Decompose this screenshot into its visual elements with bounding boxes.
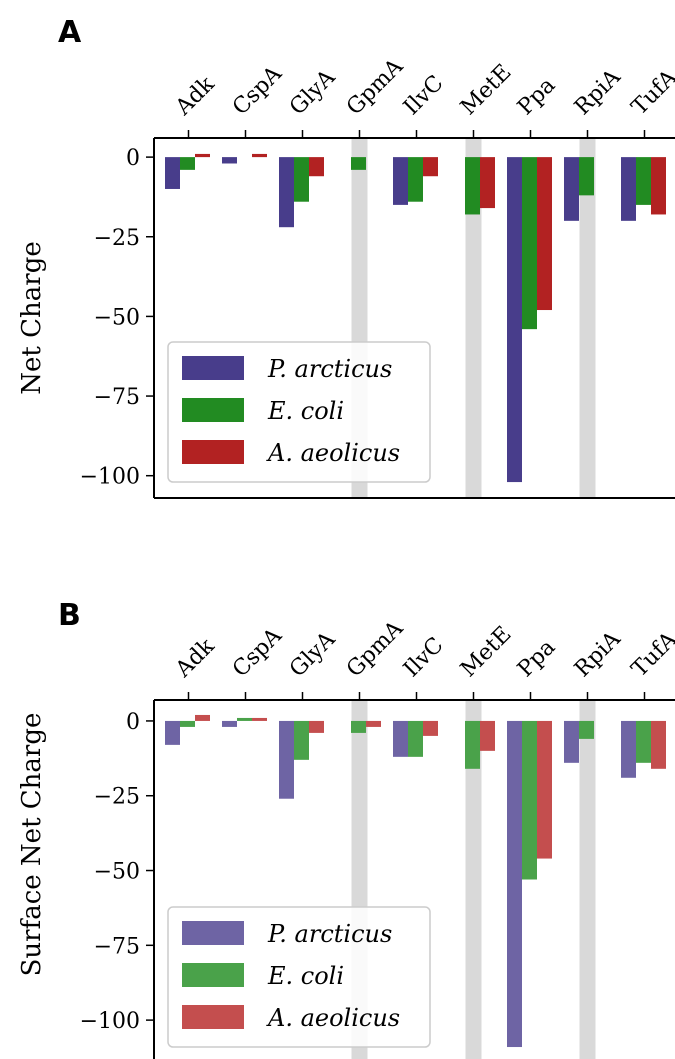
legend-swatch — [182, 440, 244, 464]
y-axis-title: Surface Net Charge — [17, 713, 47, 977]
category-label-ppa: Ppa — [513, 73, 560, 120]
panel-letter: A — [58, 15, 82, 50]
legend: P. arcticus E. coli A. aeolicus — [167, 906, 431, 1048]
panel-letter: B — [58, 598, 81, 633]
bar-ilvc-series-3 — [423, 157, 438, 177]
legend-label: E. coli — [267, 397, 344, 425]
bar-cspa-series-2 — [237, 717, 252, 721]
category-label-gpma: GpmA — [342, 53, 409, 120]
category-label-adk: Adk — [170, 71, 219, 120]
highlight-band-mete — [465, 138, 482, 498]
highlight-band-rpia — [579, 700, 596, 1059]
y-tick-label: −75 — [94, 934, 140, 959]
bar-ppa-series-1 — [507, 720, 522, 1048]
bar-tufa-series-2 — [636, 157, 651, 205]
bar-ppa-series-3 — [537, 720, 552, 859]
y-tick-label: 0 — [126, 146, 140, 171]
y-axis-title: Net Charge — [17, 241, 47, 394]
category-label-cspa: CspA — [228, 61, 288, 121]
category-label-rpia: RpiA — [570, 64, 626, 120]
category-label-ppa: Ppa — [513, 635, 560, 682]
bar-glya-series-1 — [279, 720, 294, 799]
bar-rpia-series-1 — [564, 720, 579, 763]
category-label-tufa: TufA — [627, 626, 675, 682]
legend-swatch — [182, 398, 244, 422]
legend-label: P. arcticus — [267, 920, 392, 948]
bar-ppa-series-3 — [537, 157, 552, 311]
y-tick-label: −50 — [94, 860, 140, 885]
bar-mete-series-2 — [465, 157, 480, 215]
category-label-gpma: GpmA — [342, 615, 409, 682]
bar-gpma-series-2 — [351, 720, 366, 733]
legend-swatch — [182, 963, 244, 987]
bar-glya-series-3 — [309, 720, 324, 733]
y-tick-label: −50 — [94, 305, 140, 330]
bar-ilvc-series-1 — [393, 720, 408, 757]
bar-adk-series-1 — [165, 720, 180, 745]
legend-label: E. coli — [267, 962, 344, 990]
bar-glya-series-3 — [309, 157, 324, 177]
bar-glya-series-2 — [294, 720, 309, 760]
legend-label: A. aeolicus — [266, 1004, 400, 1032]
category-label-tufa: TufA — [627, 64, 675, 120]
category-label-adk: Adk — [170, 633, 219, 682]
bar-adk-series-2 — [180, 157, 195, 170]
y-tick-label: −25 — [94, 785, 140, 810]
bar-ilvc-series-3 — [423, 720, 438, 736]
bar-mete-series-3 — [480, 720, 495, 751]
bar-mete-series-2 — [465, 720, 480, 769]
bar-cspa-series-1 — [222, 720, 237, 727]
bar-tufa-series-3 — [651, 720, 666, 769]
bar-adk-series-3 — [195, 714, 210, 721]
bar-tufa-series-3 — [651, 157, 666, 215]
category-label-rpia: RpiA — [570, 626, 626, 682]
bar-ppa-series-1 — [507, 157, 522, 483]
bar-tufa-series-1 — [621, 720, 636, 778]
bar-rpia-series-1 — [564, 157, 579, 221]
bar-ilvc-series-1 — [393, 157, 408, 205]
y-tick-label: −100 — [80, 1009, 140, 1034]
bar-tufa-series-2 — [636, 720, 651, 763]
highlight-band-rpia — [579, 138, 596, 498]
legend-swatch — [182, 356, 244, 380]
bar-glya-series-2 — [294, 157, 309, 202]
legend-swatch — [182, 921, 244, 945]
bar-adk-series-1 — [165, 157, 180, 189]
category-label-glya: GlyA — [285, 626, 341, 682]
bar-ilvc-series-2 — [408, 157, 423, 202]
bar-gpma-series-3 — [366, 720, 381, 727]
y-tick-label: −100 — [80, 465, 140, 490]
category-label-mete: MetE — [456, 622, 516, 682]
bar-rpia-series-2 — [579, 720, 594, 739]
y-tick-label: −75 — [94, 385, 140, 410]
legend: P. arcticus E. coli A. aeolicus — [167, 341, 431, 483]
bar-adk-series-2 — [180, 720, 195, 727]
category-label-glya: GlyA — [285, 64, 341, 120]
bar-ilvc-series-2 — [408, 720, 423, 757]
bar-adk-series-3 — [195, 153, 210, 158]
category-label-mete: MetE — [456, 60, 516, 120]
highlight-band-mete — [465, 700, 482, 1059]
category-label-ilvc: IlvC — [399, 633, 448, 682]
bar-gpma-series-2 — [351, 157, 366, 170]
category-label-cspa: CspA — [228, 623, 288, 683]
bar-rpia-series-2 — [579, 157, 594, 196]
bar-cspa-series-3 — [252, 717, 267, 721]
legend-label: P. arcticus — [267, 355, 392, 383]
bar-ppa-series-2 — [522, 720, 537, 880]
bar-ppa-series-2 — [522, 157, 537, 330]
bar-cspa-series-3 — [252, 153, 267, 158]
legend-swatch — [182, 1005, 244, 1029]
bar-tufa-series-1 — [621, 157, 636, 221]
legend-label: A. aeolicus — [266, 439, 400, 467]
y-tick-label: 0 — [126, 710, 140, 735]
bar-cspa-series-1 — [222, 157, 237, 164]
bar-glya-series-1 — [279, 157, 294, 228]
bar-mete-series-3 — [480, 157, 495, 209]
category-label-ilvc: IlvC — [399, 71, 448, 120]
y-tick-label: −25 — [94, 226, 140, 251]
